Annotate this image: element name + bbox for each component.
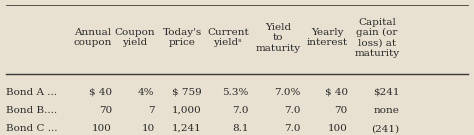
Text: $ 759: $ 759 [172, 88, 201, 97]
Text: Bond C ...: Bond C ... [6, 124, 58, 133]
Text: Coupon
yield: Coupon yield [114, 28, 155, 47]
Text: 7.0: 7.0 [284, 106, 301, 115]
Text: 70: 70 [99, 106, 112, 115]
Text: Today's
price: Today's price [163, 28, 201, 47]
Text: $ 40: $ 40 [325, 88, 348, 97]
Text: Yield
to
maturity: Yield to maturity [255, 23, 301, 53]
Text: 10: 10 [141, 124, 155, 133]
Text: none: none [374, 106, 400, 115]
Text: 7: 7 [148, 106, 155, 115]
Text: 100: 100 [328, 124, 348, 133]
Text: Yearly
interest: Yearly interest [307, 28, 348, 47]
Text: 7.0%: 7.0% [274, 88, 301, 97]
Text: Bond A ...: Bond A ... [6, 88, 57, 97]
Text: $ 40: $ 40 [89, 88, 112, 97]
Text: $241: $241 [373, 88, 400, 97]
Text: 1,241: 1,241 [172, 124, 201, 133]
Text: 8.1: 8.1 [232, 124, 249, 133]
Text: 5.3%: 5.3% [222, 88, 249, 97]
Text: Bond B....: Bond B.... [6, 106, 57, 115]
Text: Current
yieldˢ: Current yieldˢ [207, 28, 249, 47]
Text: Capital
gain (or
loss) at
maturity: Capital gain (or loss) at maturity [355, 18, 400, 58]
Text: 100: 100 [92, 124, 112, 133]
Text: 7.0: 7.0 [232, 106, 249, 115]
Text: 4%: 4% [138, 88, 155, 97]
Text: Annual
coupon: Annual coupon [74, 28, 112, 47]
Text: 7.0: 7.0 [284, 124, 301, 133]
Text: 70: 70 [335, 106, 348, 115]
Text: 1,000: 1,000 [172, 106, 201, 115]
Text: (241): (241) [372, 124, 400, 133]
